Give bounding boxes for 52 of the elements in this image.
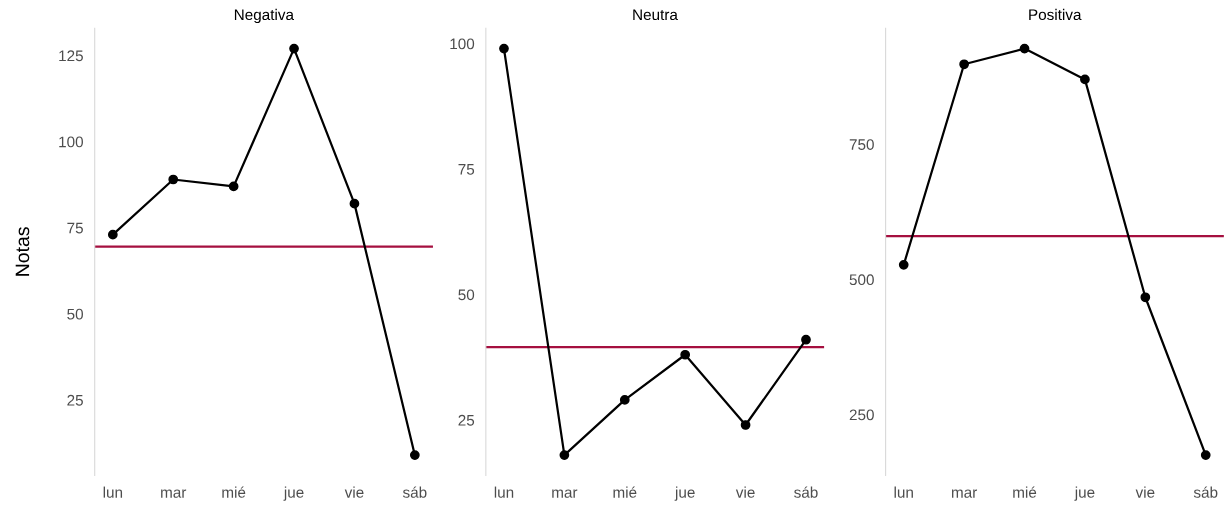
x-tick-label: lun — [103, 486, 123, 498]
point — [559, 450, 570, 460]
y-axis-title: Notas — [15, 227, 30, 276]
point — [1200, 450, 1211, 460]
point — [1080, 74, 1090, 85]
x-tick-label: mié — [613, 486, 637, 498]
y-tick-label: 500 — [849, 274, 874, 286]
point — [409, 450, 420, 460]
point — [349, 198, 360, 209]
y-tick-label: 750 — [849, 139, 874, 150]
x-tick-label: vie — [344, 486, 364, 498]
x-tick-label: sáb — [794, 486, 818, 498]
x-tick-label: mié — [222, 486, 246, 498]
point — [898, 259, 909, 270]
point — [228, 181, 239, 192]
point — [619, 395, 630, 405]
point — [801, 334, 811, 345]
y-tick-label: 25 — [458, 414, 475, 426]
x-tick-label: mar — [161, 489, 187, 498]
point — [740, 420, 751, 430]
x-tick-label: jue — [283, 486, 304, 501]
y-tick-label: 100 — [450, 38, 475, 50]
x-tick-label: sáb — [1193, 486, 1218, 498]
y-tick-label: 50 — [458, 289, 475, 301]
point — [499, 43, 509, 54]
chart-title: Positiva — [1029, 8, 1082, 21]
point — [680, 349, 691, 360]
x-tick-label: mar — [951, 489, 978, 498]
point — [959, 59, 969, 70]
y-tick-label: 125 — [59, 50, 83, 62]
y-tick-label: 100 — [59, 136, 83, 148]
y-tick-label: 250 — [849, 409, 874, 421]
x-tick-label: vie — [735, 486, 755, 498]
point — [168, 174, 179, 185]
chart-title: Neutra — [633, 9, 678, 21]
x-tick-label: lun — [494, 486, 514, 498]
y-tick-label: 50 — [67, 308, 83, 320]
point — [289, 43, 299, 54]
x-tick-label: jue — [1074, 486, 1095, 501]
y-tick-label: 75 — [67, 222, 83, 234]
x-tick-label: mar — [552, 489, 578, 498]
x-tick-label: sáb — [402, 486, 427, 498]
point — [107, 229, 118, 240]
x-tick-label: jue — [674, 486, 695, 501]
point — [1140, 292, 1151, 303]
chart-title: Negativa — [234, 8, 294, 24]
x-tick-label: vie — [1135, 486, 1155, 498]
point — [1019, 43, 1030, 54]
x-tick-label: lun — [894, 486, 913, 498]
y-tick-label: 25 — [67, 394, 83, 406]
y-tick-label: 75 — [458, 164, 475, 175]
x-tick-label: mié — [1013, 486, 1037, 498]
